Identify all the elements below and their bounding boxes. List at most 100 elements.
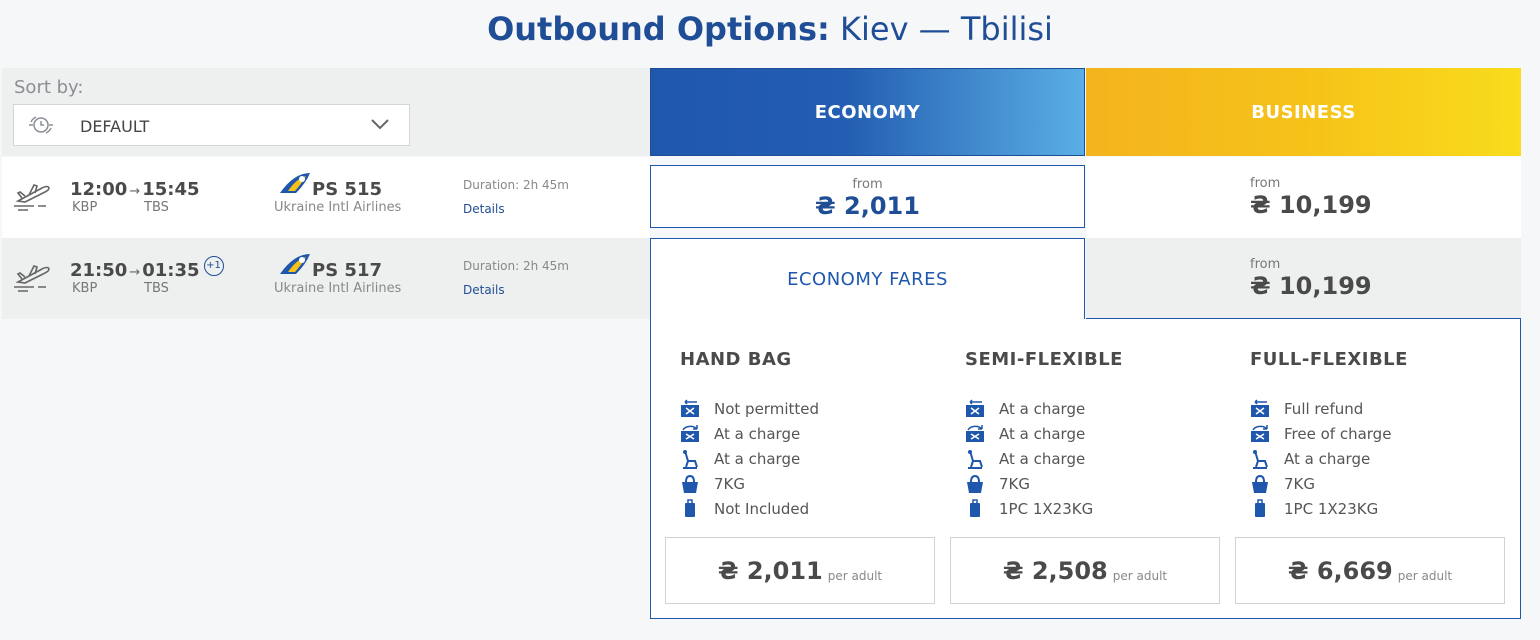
from-label: from xyxy=(1250,257,1281,272)
destination-code: TBS xyxy=(144,281,169,296)
sort-value: DEFAULT xyxy=(80,117,150,136)
feature-text: 7KG xyxy=(714,475,746,493)
suitcase-icon xyxy=(1255,499,1265,517)
sort-select[interactable]: DEFAULT xyxy=(13,104,410,146)
route-label: Kiev — Tbilisi xyxy=(840,10,1053,48)
select-fare-button[interactable]: ₴ 6,669 per adult xyxy=(1235,537,1505,604)
seat-icon xyxy=(683,450,698,469)
fare-name: SEMI-FLEXIBLE xyxy=(965,349,1123,370)
feature-seat: At a charge xyxy=(964,449,1085,469)
business-cell[interactable] xyxy=(1086,238,1521,319)
arrival-time: 01:35 xyxy=(142,260,200,281)
fare-column-semi-flexible: SEMI-FLEXIBLE At a charge At a charge At… xyxy=(936,319,1221,619)
feature-change: At a charge xyxy=(679,424,800,444)
suitcase-icon xyxy=(970,499,980,517)
seat-icon xyxy=(968,450,983,469)
economy-label: ECONOMY xyxy=(814,101,921,123)
feature-hand-bag: 7KG xyxy=(679,474,745,494)
feature-change: At a charge xyxy=(964,424,1085,444)
feature-text: Free of charge xyxy=(1284,425,1392,443)
per-adult-label: per adult xyxy=(827,568,883,583)
arrow-icon: → xyxy=(129,184,141,199)
refund-icon xyxy=(681,399,699,417)
select-fare-button[interactable]: ₴ 2,508 per adult xyxy=(950,537,1220,604)
tab-connector xyxy=(651,316,1084,322)
airline-logo-icon xyxy=(280,254,310,274)
feature-text: At a charge xyxy=(999,450,1086,468)
refund-icon xyxy=(1251,399,1269,417)
feature-seat: At a charge xyxy=(1249,449,1370,469)
fares-panel: HAND BAG Not permitted At a charge At a … xyxy=(650,319,1521,619)
hand-bag-icon xyxy=(682,474,698,493)
economy-class-header[interactable]: ECONOMY xyxy=(650,68,1085,156)
flight-duration: Duration: 2h 45m xyxy=(463,259,569,273)
destination-code: TBS xyxy=(144,200,169,215)
feature-text: 7KG xyxy=(999,475,1031,493)
feature-text: 1PC 1X23KG xyxy=(999,500,1094,518)
flight-number: PS 517 xyxy=(312,260,382,281)
feature-seat: At a charge xyxy=(679,449,800,469)
business-price-button[interactable]: from ₴ 10,199 xyxy=(1250,176,1372,219)
chevron-down-icon xyxy=(371,119,389,130)
fare-name: FULL-FLEXIBLE xyxy=(1250,349,1408,370)
feature-text: At a charge xyxy=(714,425,801,443)
airline-name: Ukraine Intl Airlines xyxy=(274,200,402,215)
business-class-header[interactable]: BUSINESS xyxy=(1086,68,1521,156)
details-link[interactable]: Details xyxy=(463,202,505,216)
feature-text: At a charge xyxy=(714,450,801,468)
from-label: from xyxy=(1250,176,1281,191)
plane-takeoff-icon xyxy=(14,184,50,211)
feature-text: 7KG xyxy=(1284,475,1316,493)
sort-clock-icon xyxy=(29,116,53,134)
feature-text: Not permitted xyxy=(714,400,819,418)
change-icon xyxy=(681,425,699,442)
hand-bag-icon xyxy=(1252,474,1268,493)
feature-hand-bag: 7KG xyxy=(964,474,1030,494)
refund-icon xyxy=(966,399,984,417)
title-label: Outbound Options: xyxy=(487,10,830,48)
details-link[interactable]: Details xyxy=(463,283,505,297)
suitcase-icon xyxy=(685,499,695,517)
economy-fares-tab[interactable]: ECONOMY FARES xyxy=(650,238,1085,320)
fare-price: ₴ 2,508 xyxy=(1002,556,1108,585)
feature-refund: Not permitted xyxy=(679,399,819,419)
change-icon xyxy=(1251,425,1269,442)
economy-price-button[interactable]: from ₴ 2,011 xyxy=(650,165,1085,228)
flight-row: 21:50 → 01:35 +1 KBP TBS PS 517 Ukraine Int… xyxy=(2,238,650,319)
economy-fares-label: ECONOMY FARES xyxy=(787,269,948,290)
feature-text: 1PC 1X23KG xyxy=(1284,500,1379,518)
feature-text: At a charge xyxy=(1284,450,1371,468)
feature-text: Full refund xyxy=(1284,400,1364,418)
select-fare-button[interactable]: ₴ 2,011 per adult xyxy=(665,537,935,604)
change-icon xyxy=(966,425,984,442)
airline-name: Ukraine Intl Airlines xyxy=(274,281,402,296)
business-cell[interactable] xyxy=(1086,157,1521,238)
page-title: Outbound Options: Kiev — Tbilisi xyxy=(0,10,1540,48)
business-price-button[interactable]: from ₴ 10,199 xyxy=(1250,257,1372,300)
fare-price: ₴ 2,011 xyxy=(717,556,823,585)
airline-logo-icon xyxy=(280,173,310,193)
sort-bar: Sort by: DEFAULT xyxy=(2,68,650,156)
fare-column-hand-bag: HAND BAG Not permitted At a charge At a … xyxy=(651,319,936,619)
feature-suitcase: Not Included xyxy=(679,499,809,519)
hand-bag-icon xyxy=(967,474,983,493)
fare-price: ₴ 6,669 xyxy=(1287,556,1393,585)
per-adult-label: per adult xyxy=(1112,568,1168,583)
arrival-time: 15:45 xyxy=(142,179,200,200)
sort-label: Sort by: xyxy=(14,77,84,98)
fare-name: HAND BAG xyxy=(680,349,792,370)
business-price: ₴ 10,199 xyxy=(1250,191,1372,219)
departure-time: 12:00 xyxy=(70,179,128,200)
flight-row: 12:00 → 15:45 KBP TBS PS 515 Ukraine Intl … xyxy=(2,157,650,238)
from-label: from xyxy=(852,177,883,192)
departure-time: 21:50 xyxy=(70,260,128,281)
feature-change: Free of charge xyxy=(1249,424,1391,444)
feature-refund: Full refund xyxy=(1249,399,1363,419)
per-adult-label: per adult xyxy=(1397,568,1453,583)
flight-times: 12:00 → 15:45 xyxy=(70,179,200,200)
fare-column-full-flexible: FULL-FLEXIBLE Full refund Free of charge… xyxy=(1221,319,1506,619)
feature-text: Not Included xyxy=(714,500,810,518)
origin-code: KBP xyxy=(72,281,98,296)
arrow-icon: → xyxy=(129,265,141,280)
feature-refund: At a charge xyxy=(964,399,1085,419)
